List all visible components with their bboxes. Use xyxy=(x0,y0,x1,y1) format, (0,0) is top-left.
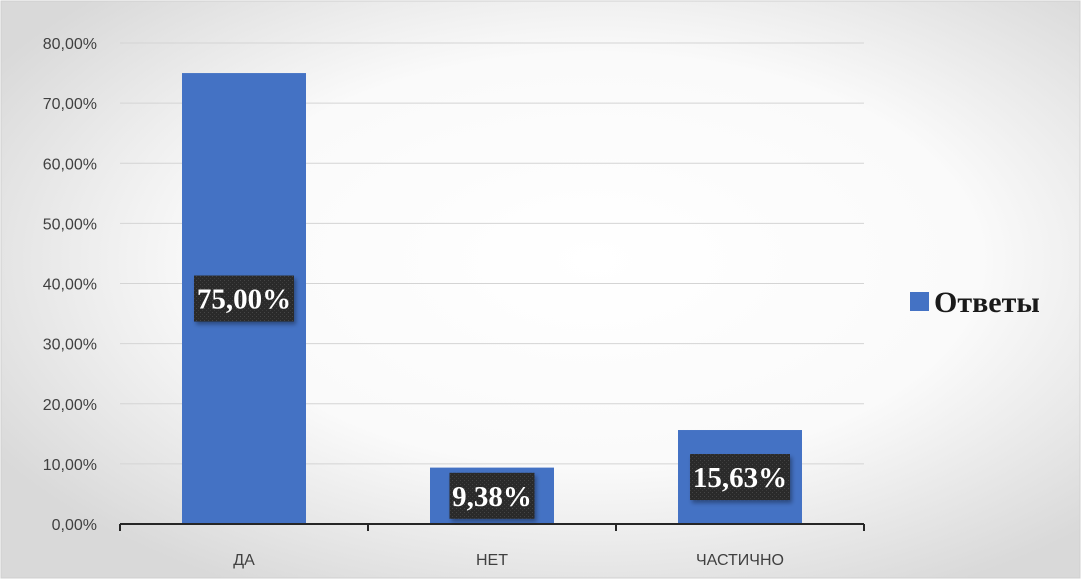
data-label: 9,38% xyxy=(452,481,532,513)
data-label-box xyxy=(194,275,294,322)
y-tick-label: 60,00% xyxy=(43,156,97,173)
data-label-box xyxy=(690,454,790,501)
x-category-label: НЕТ xyxy=(476,552,508,569)
legend-swatch xyxy=(910,292,929,311)
y-tick-label: 20,00% xyxy=(43,397,97,414)
x-category-label: ЧАСТИЧНО xyxy=(696,552,784,569)
y-tick-label: 10,00% xyxy=(43,457,97,474)
y-tick-label: 50,00% xyxy=(43,216,97,233)
y-tick-label: 70,00% xyxy=(43,96,97,113)
y-tick-label: 30,00% xyxy=(43,337,97,354)
legend-label: Ответы xyxy=(934,286,1040,319)
x-category-label: ДА xyxy=(233,552,255,569)
y-tick-label: 0,00% xyxy=(52,517,97,534)
data-label: 15,63% xyxy=(693,462,787,494)
data-label-box xyxy=(449,472,535,519)
y-tick-label: 80,00% xyxy=(43,36,97,53)
y-tick-label: 40,00% xyxy=(43,277,97,294)
data-label: 75,00% xyxy=(197,284,291,316)
